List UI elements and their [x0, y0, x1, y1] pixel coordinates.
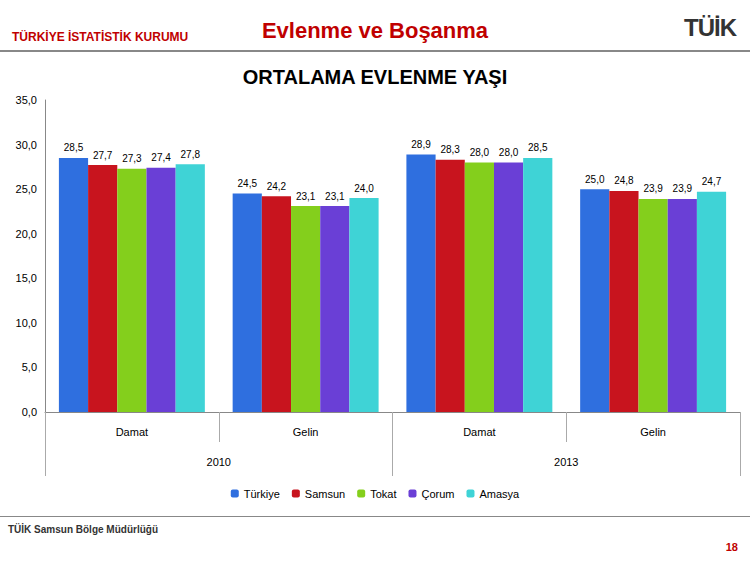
svg-text:23,9: 23,9	[673, 183, 693, 194]
svg-text:23,1: 23,1	[325, 191, 345, 202]
svg-text:15,0: 15,0	[16, 272, 37, 284]
svg-text:28,0: 28,0	[499, 147, 519, 158]
svg-text:28,0: 28,0	[470, 147, 490, 158]
svg-text:25,0: 25,0	[16, 183, 37, 195]
svg-text:2010: 2010	[207, 456, 231, 468]
svg-text:Türkiye: Türkiye	[244, 488, 280, 500]
svg-text:27,7: 27,7	[93, 150, 113, 161]
svg-text:27,4: 27,4	[151, 152, 171, 163]
svg-text:24,0: 24,0	[354, 183, 374, 194]
svg-text:27,3: 27,3	[122, 153, 142, 164]
svg-text:23,1: 23,1	[296, 191, 316, 202]
svg-text:0,0: 0,0	[22, 406, 37, 418]
svg-text:24,7: 24,7	[702, 176, 722, 187]
html-text:18: 18	[725, 541, 738, 553]
svg-text:Gelin: Gelin	[293, 426, 319, 438]
svg-text:Samsun: Samsun	[305, 488, 345, 500]
svg-text:23,9: 23,9	[643, 183, 663, 194]
svg-text:30,0: 30,0	[16, 139, 37, 151]
html-text:TÜİK: TÜİK	[684, 14, 736, 41]
svg-text:2013: 2013	[554, 456, 578, 468]
html-text:TÜRKİYE İSTATİSTİK KURUMU: TÜRKİYE İSTATİSTİK KURUMU	[12, 30, 189, 44]
svg-text:ORTALAMA EVLENME YAŞI: ORTALAMA EVLENME YAŞI	[243, 66, 507, 88]
svg-text:28,5: 28,5	[528, 142, 548, 153]
svg-text:24,8: 24,8	[614, 175, 634, 186]
svg-text:Damat: Damat	[116, 426, 148, 438]
svg-text:28,9: 28,9	[411, 139, 431, 150]
html-text:Evlenme ve Boşanma: Evlenme ve Boşanma	[261, 18, 489, 43]
svg-text:Tokat: Tokat	[370, 488, 396, 500]
svg-text:24,2: 24,2	[267, 181, 287, 192]
svg-text:35,0: 35,0	[16, 94, 37, 106]
svg-text:24,5: 24,5	[238, 178, 258, 189]
svg-text:20,0: 20,0	[16, 228, 37, 240]
svg-text:27,8: 27,8	[181, 149, 201, 160]
svg-text:5,0: 5,0	[22, 361, 37, 373]
svg-text:10,0: 10,0	[16, 317, 37, 329]
svg-text:Amasya: Amasya	[479, 488, 520, 500]
svg-text:28,5: 28,5	[64, 142, 84, 153]
svg-text:Damat: Damat	[463, 426, 495, 438]
svg-text:25,0: 25,0	[585, 174, 605, 185]
svg-text:Gelin: Gelin	[640, 426, 666, 438]
html-text:TÜİK Samsun Bölge Müdürlüğü: TÜİK Samsun Bölge Müdürlüğü	[8, 524, 158, 535]
svg-text:Çorum: Çorum	[421, 488, 454, 500]
svg-text:28,3: 28,3	[440, 144, 460, 155]
